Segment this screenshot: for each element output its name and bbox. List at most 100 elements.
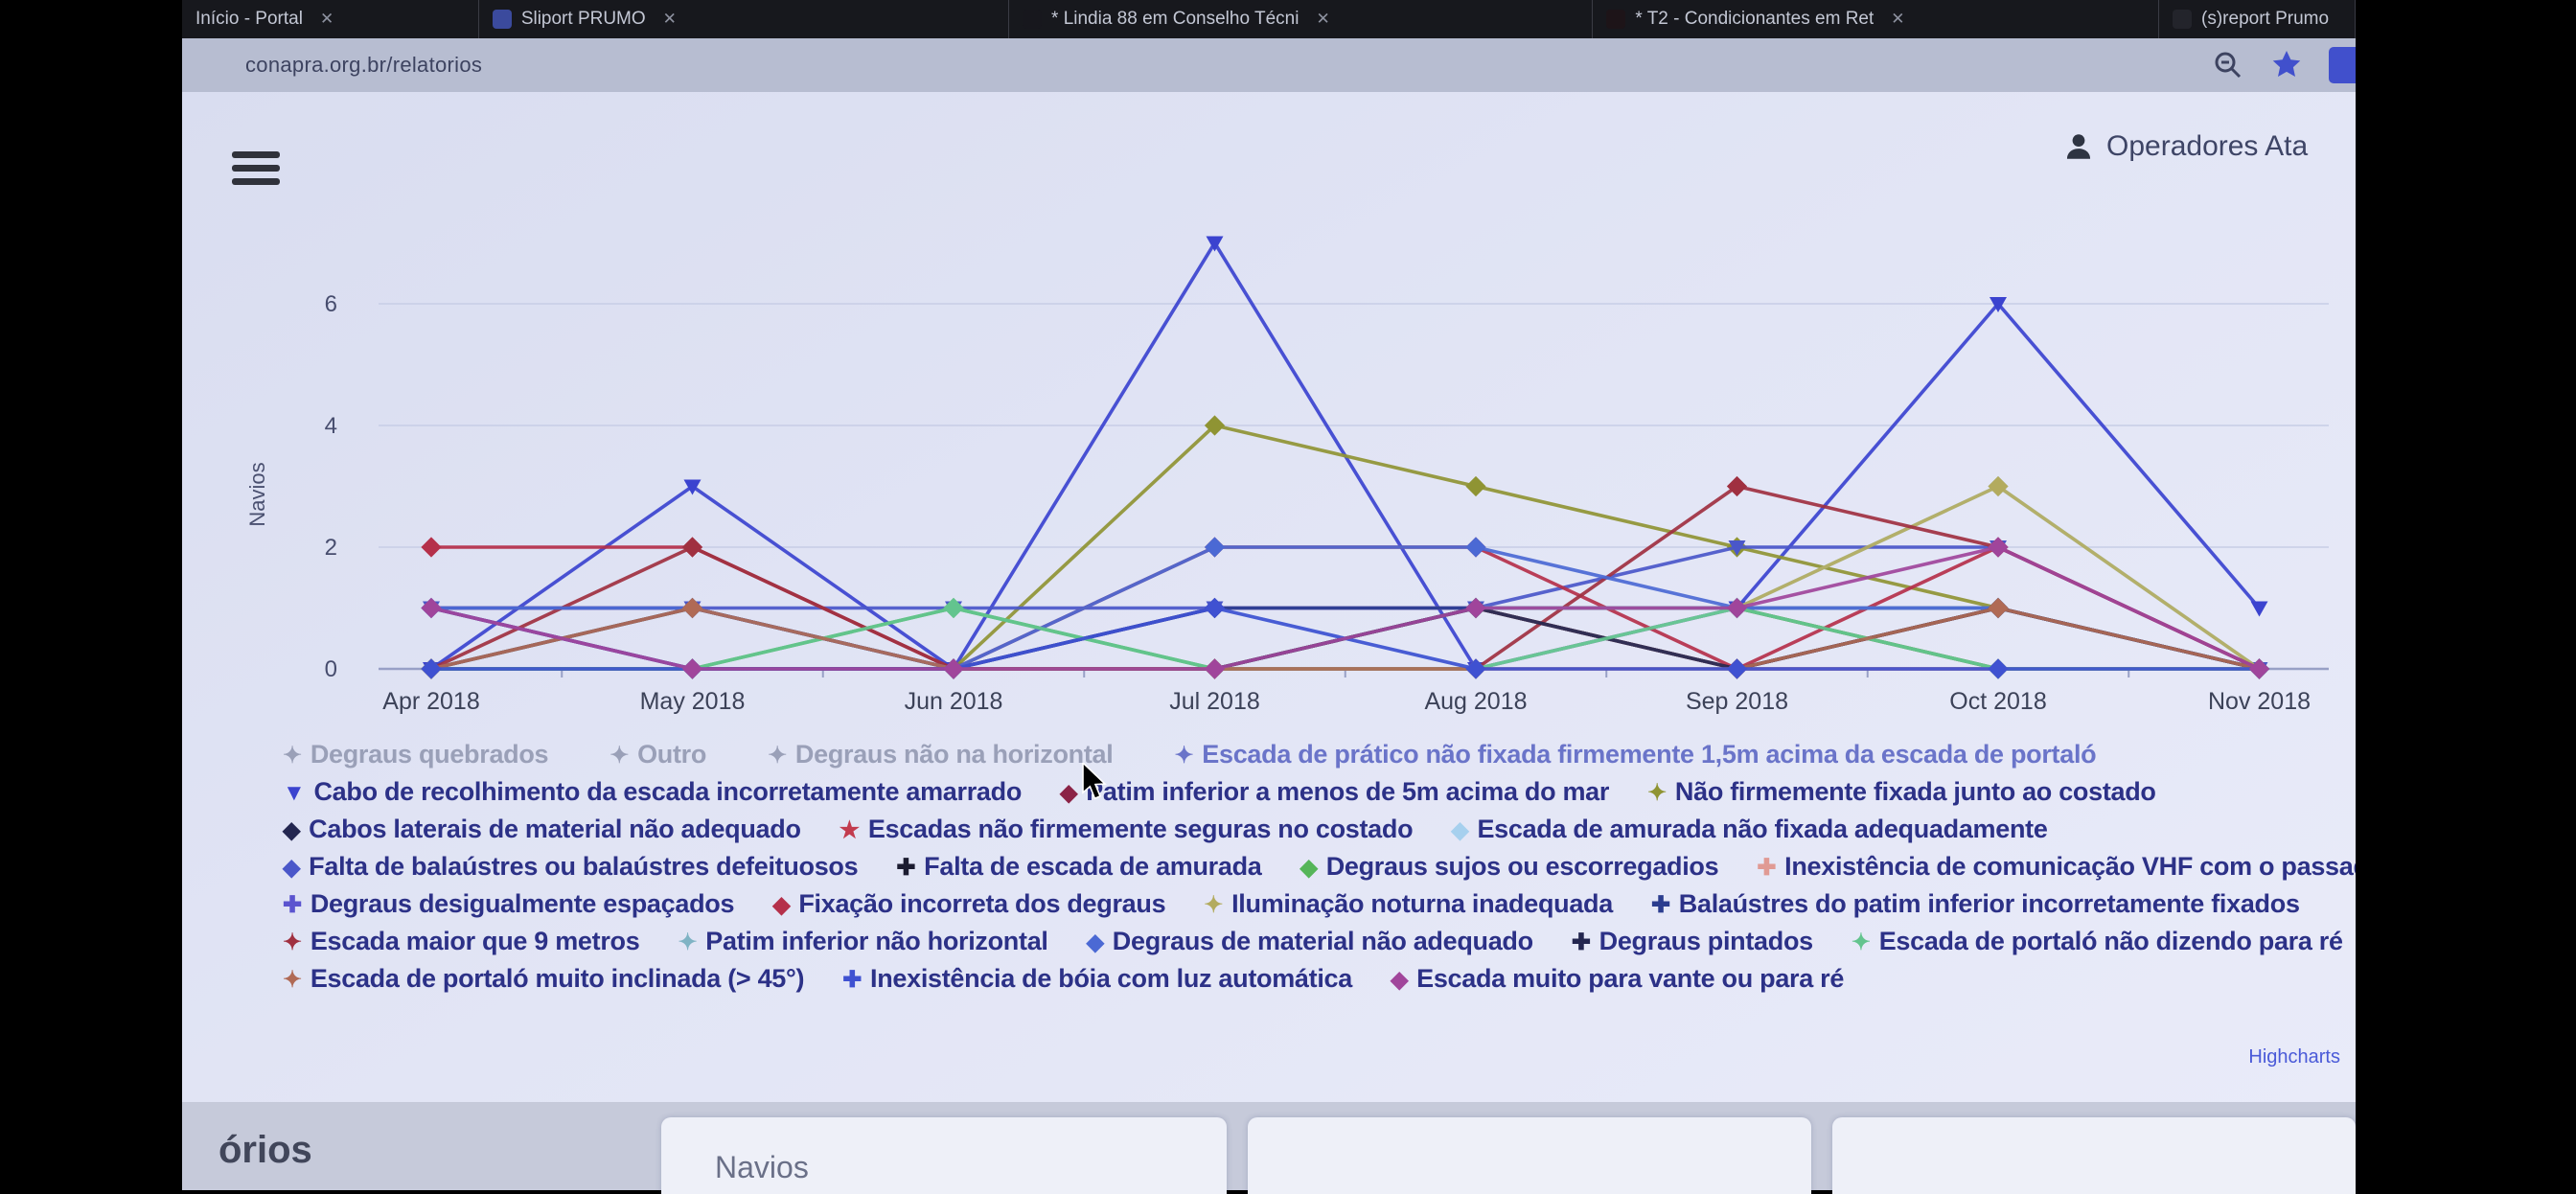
legend-item[interactable]: ◆ Escada de amurada não fixada adequadame… [1451, 815, 2048, 844]
legend-item[interactable]: ✦ Iluminação noturna inadequada [1204, 889, 1613, 919]
mouse-cursor [1082, 763, 1107, 800]
card-3[interactable] [1832, 1117, 2356, 1194]
tab-favicon [2173, 10, 2193, 29]
legend-item[interactable]: ✦ Outro [610, 740, 706, 769]
legend-item[interactable]: ★ Escadas não firmemente seguras no costa… [840, 815, 1414, 844]
legend-marker-icon: ✦ [610, 743, 630, 769]
legend-marker-icon: ◆ [1086, 930, 1104, 955]
legend-marker-icon: ✚ [1650, 892, 1670, 918]
legend-label: Escadas não firmemente seguras no costad… [867, 815, 1414, 843]
legend-label: Patim inferior não horizontal [705, 927, 1048, 955]
tab-favicon [1023, 10, 1043, 29]
legend-label: Cabos laterais de material não adequado [309, 815, 801, 843]
legend-label: Degraus sujos ou escorregadios [1325, 852, 1719, 881]
legend-marker-icon: ★ [839, 817, 861, 843]
tab-close-icon[interactable]: ✕ [319, 10, 334, 28]
bookmark-star-icon[interactable] [2269, 48, 2304, 82]
browser-tab[interactable]: (s)report Prumo [2159, 0, 2356, 38]
legend-label: Escada de portaló muito inclinada (> 45°… [310, 964, 805, 993]
browser-tab[interactable]: * Lindia 88 em Conselho Técni ✕ [1009, 0, 1594, 38]
hamburger-menu-icon[interactable] [232, 151, 280, 192]
legend-item[interactable]: ✚ Balaústres do patim inferior incorretam… [1651, 889, 2300, 919]
legend-item[interactable]: ✦ Escada de portaló não dizendo para ré [1852, 927, 2343, 956]
svg-text:Oct 2018: Oct 2018 [1949, 688, 2046, 715]
legend-marker-icon: ✦ [283, 930, 302, 955]
card-navios[interactable]: Navios [661, 1117, 1227, 1194]
browser-tab[interactable]: * T2 - Condicionantes em Ret ✕ [1593, 0, 2160, 38]
legend-label: Balaústres do patim inferior incorretame… [1678, 889, 2300, 918]
zoom-icon[interactable] [2212, 49, 2244, 81]
legend-label: Degraus quebrados [310, 740, 549, 769]
legend-label: Degraus de material não adequado [1112, 927, 1533, 955]
svg-text:6: 6 [325, 291, 337, 317]
legend-label: Outro [637, 740, 707, 769]
legend-label: Degraus desigualmente espaçados [310, 889, 735, 918]
card-2[interactable] [1248, 1117, 1811, 1194]
legend-item[interactable]: ✦ Escada maior que 9 metros [283, 927, 640, 956]
legend-marker-icon: ✦ [1204, 892, 1224, 918]
browser-tab[interactable]: Sliport PRUMO ✕ [479, 0, 1010, 38]
tab-close-icon[interactable]: ✕ [662, 10, 677, 28]
monitor-bezel-left [0, 0, 182, 1190]
legend-marker-icon: ◆ [1390, 967, 1409, 993]
legend-item[interactable]: ✦ Degraus não na horizontal [768, 740, 1114, 769]
legend-item[interactable]: ◆ Degraus sujos ou escorregadios [1300, 852, 1719, 882]
svg-text:0: 0 [325, 656, 337, 682]
legend-item[interactable]: ✚ Falta de escada de amurada [896, 852, 1261, 882]
svg-text:Sep 2018: Sep 2018 [1686, 688, 1788, 715]
legend-label: Degraus não na horizontal [794, 740, 1114, 769]
svg-text:4: 4 [325, 413, 337, 439]
legend-label: Escada maior que 9 metros [310, 927, 640, 955]
svg-text:Nov 2018: Nov 2018 [2208, 688, 2311, 715]
url-text[interactable]: conapra.org.br/relatorios [245, 53, 483, 77]
legend-label: Degraus pintados [1598, 927, 1814, 955]
legend-item[interactable]: ✚ Degraus pintados [1572, 927, 1813, 956]
legend-item[interactable]: ✦ Patim inferior não horizontal [678, 927, 1047, 956]
legend-row: ✦ Degraus quebrados ✦ Outro ✦ Degraus não na … [283, 740, 2334, 769]
legend-marker-icon: ✚ [283, 892, 302, 918]
browser-toolbar: conapra.org.br/relatorios [182, 38, 2361, 93]
legend-marker-icon: ✦ [283, 743, 302, 769]
legend-marker-icon: ✦ [283, 967, 302, 993]
legend-item[interactable]: ◆ Escada muito para vante ou para ré [1391, 964, 1844, 994]
toolbar-tools [2212, 47, 2361, 83]
svg-text:Apr 2018: Apr 2018 [382, 688, 479, 715]
svg-text:2: 2 [325, 535, 337, 561]
legend-item[interactable]: ✦ Escada de prático não fixada firmemente… [1174, 740, 2096, 769]
legend-marker-icon: ◆ [1060, 780, 1078, 806]
legend-label: Falta de balaústres ou balaústres defeit… [309, 852, 859, 881]
legend-marker-icon: ✦ [768, 743, 787, 769]
legend-item[interactable]: ✚ Inexistência de comunicação VHF com o p… [1757, 852, 2405, 882]
legend-item[interactable]: ✦ Escada de portaló muito inclinada (> 45… [283, 964, 804, 994]
user-menu[interactable]: Operadores Ata [2062, 130, 2350, 163]
legend-item[interactable]: ◆ Patim inferior a menos de 5m acima do m… [1060, 777, 1609, 807]
legend-item[interactable]: ▼ Cabo de recolhimento da escada incorret… [283, 777, 1022, 807]
legend-item[interactable]: ✚ Inexistência de bóia com luz automática [842, 964, 1352, 994]
tab-close-icon[interactable]: ✕ [1316, 10, 1330, 28]
legend-item[interactable]: ◆ Degraus de material não adequado [1086, 927, 1534, 956]
legend-row: ▼ Cabo de recolhimento da escada incorret… [283, 777, 2334, 807]
legend-marker-icon: ✚ [1571, 930, 1591, 955]
legend-item[interactable]: ◆ Cabos laterais de material não adequado [283, 815, 801, 844]
line-chart: 0 2 4 6 Navios Apr 2018 May 2018 Jun 2018 Jul 20… [245, 236, 2329, 715]
legend-item[interactable]: ◆ Falta de balaústres ou balaústres defei… [283, 852, 859, 882]
legend-item[interactable]: ✦ Degraus quebrados [283, 740, 549, 769]
legend-item[interactable]: ✚ Degraus desigualmente espaçados [283, 889, 734, 919]
legend-row: ✦ Escada maior que 9 metros ✦ Patim inferio… [283, 927, 2343, 956]
tab-close-icon[interactable]: ✕ [1891, 10, 1905, 28]
browser-tab[interactable]: Início - Portal ✕ [182, 0, 479, 38]
legend-item[interactable]: ✦ Não firmemente fixada junto ao costado [1647, 777, 2156, 807]
legend-label: Patim inferior a menos de 5m acima do ma… [1086, 777, 1610, 806]
legend-marker-icon: ◆ [1300, 855, 1318, 881]
legend-label: Cabo de recolhimento da escada incorreta… [313, 777, 1023, 806]
tab-title: * Lindia 88 em Conselho Técni [1051, 9, 1300, 29]
legend-label: Escada de amurada não fixada adequadamen… [1477, 815, 2048, 843]
browser-window: Início - Portal ✕ Sliport PRUMO ✕ * Lindia 8… [182, 0, 2405, 1194]
tab-title: Início - Portal [196, 9, 303, 29]
user-label: Operadores Ata [2106, 130, 2309, 162]
svg-text:Aug 2018: Aug 2018 [1424, 688, 1527, 715]
person-icon [2066, 134, 2091, 159]
legend-item[interactable]: ◆ Fixação incorreta dos degraus [772, 889, 1165, 919]
legend-label: Iluminação noturna inadequada [1231, 889, 1613, 918]
highcharts-credit[interactable]: Highcharts [2248, 1046, 2340, 1068]
